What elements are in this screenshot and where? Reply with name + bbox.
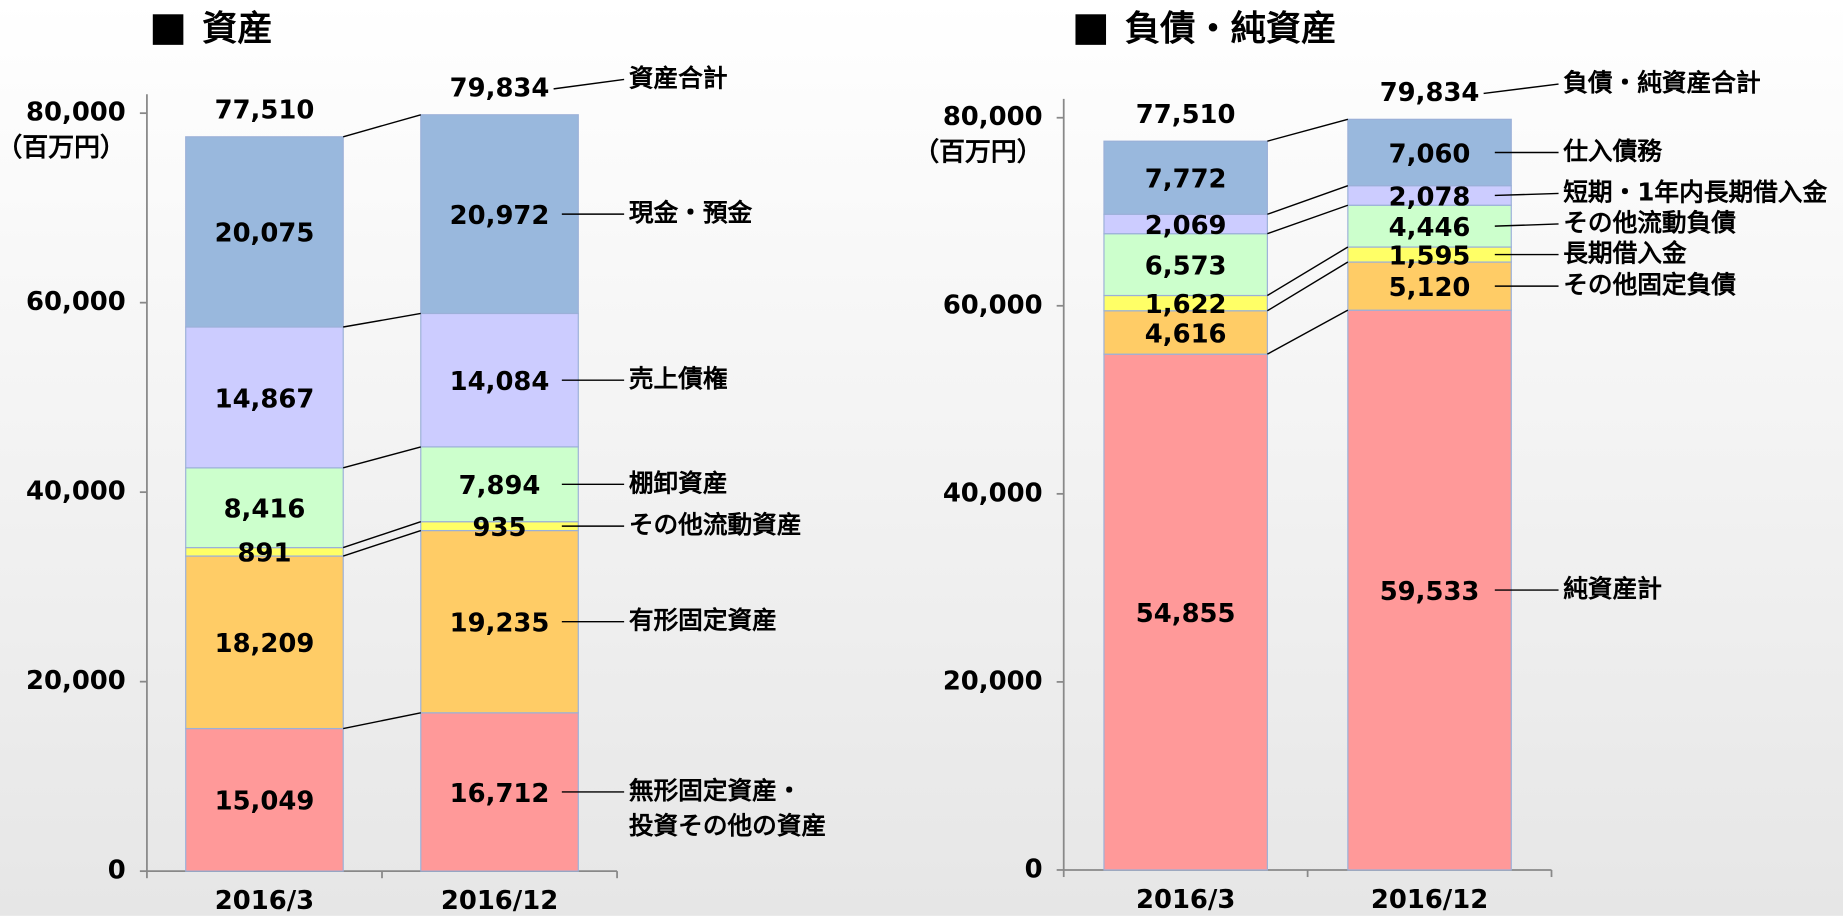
series-name: 純資産計 [1563, 574, 1662, 603]
x-tick-label: 2016/12 [1371, 885, 1488, 915]
title-square [152, 14, 184, 45]
bar-segment [1347, 261, 1512, 311]
series-name: 負債・純資産合計 [1563, 68, 1761, 97]
value-label: 7,894 [459, 471, 541, 501]
leader-line [1483, 83, 1559, 95]
title-square [1075, 14, 1107, 45]
value-label: 14,084 [450, 367, 550, 397]
series-name: 有形固定資産 [629, 606, 777, 635]
bar-segment [1347, 204, 1512, 248]
leader-line [1494, 192, 1559, 197]
y-tick-label: 0 [108, 856, 126, 886]
value-label: 2,069 [1145, 211, 1227, 241]
total-label: 77,510 [215, 95, 315, 125]
connector [1267, 246, 1349, 297]
connector [1267, 261, 1349, 312]
y-unit: （百万円） [913, 137, 1042, 167]
value-label: 5,120 [1389, 273, 1471, 303]
series-name-line: 投資その他の資産 [629, 811, 826, 840]
value-label: 1,622 [1145, 290, 1227, 320]
chart-title: 資産 [202, 9, 273, 50]
connector [342, 521, 422, 549]
x-tick-label: 2016/3 [1136, 885, 1235, 915]
value-label: 14,867 [215, 384, 315, 414]
y-tick-label: 60,000 [943, 290, 1043, 320]
value-label: 935 [473, 513, 527, 543]
connector [1267, 309, 1349, 355]
series-name: その他流動資産 [629, 510, 802, 539]
series-name: 長期借入金 [1563, 239, 1687, 268]
bar-segment [420, 446, 579, 523]
value-label: 1,595 [1389, 241, 1471, 271]
value-label: 18,209 [215, 629, 315, 659]
value-label: 7,772 [1145, 165, 1227, 195]
connector [343, 712, 421, 730]
series-name-line: 無形固定資産・ [629, 776, 802, 805]
bar-segment [185, 467, 344, 549]
leader-line [553, 78, 625, 90]
value-label: 15,049 [215, 787, 315, 817]
value-label: 20,075 [215, 219, 315, 249]
x-tick-label: 2016/12 [441, 886, 558, 916]
series-name: 棚卸資産 [629, 468, 728, 497]
series-name: 現金・預金 [629, 198, 753, 227]
total-label: 77,510 [1136, 100, 1236, 130]
y-tick-label: 80,000 [26, 98, 126, 128]
y-tick-label: 20,000 [943, 666, 1043, 696]
bar-segment [1347, 309, 1512, 871]
y-tick-label: 60,000 [26, 287, 126, 317]
series-name: 無形固定資産・投資その他の資産 [629, 776, 826, 840]
y-tick-label: 0 [1025, 854, 1043, 884]
y-tick-label: 80,000 [943, 102, 1043, 132]
bar-segment [185, 326, 344, 469]
bar-segment [420, 114, 579, 315]
bar-segment [185, 136, 344, 328]
y-tick-label: 20,000 [26, 666, 126, 696]
connector [342, 529, 422, 557]
value-label: 19,235 [450, 609, 550, 639]
bar-segment [420, 529, 579, 714]
bar-segment [1103, 353, 1268, 871]
total-label: 79,834 [450, 73, 550, 103]
bar-segment [1103, 140, 1268, 215]
value-label: 2,078 [1389, 182, 1471, 212]
value-label: 891 [237, 539, 291, 569]
bar-segment [420, 712, 579, 872]
y-unit: （百万円） [0, 133, 126, 163]
series-name: その他流動負債 [1563, 208, 1736, 237]
bar-segment [1347, 118, 1512, 187]
value-label: 54,855 [1136, 599, 1236, 629]
value-label: 8,416 [224, 495, 306, 525]
value-label: 4,616 [1145, 319, 1227, 349]
y-tick-label: 40,000 [943, 478, 1043, 508]
y-tick-label: 40,000 [26, 477, 126, 507]
value-label: 4,446 [1389, 213, 1471, 243]
leader-line [1494, 223, 1559, 227]
value-label: 20,972 [450, 201, 550, 231]
connector [1267, 204, 1349, 235]
bar-segment [185, 555, 344, 730]
value-label: 59,533 [1380, 577, 1480, 607]
chart-title: 負債・純資産 [1125, 9, 1336, 50]
series-name: 資産合計 [629, 63, 728, 92]
series-name: 仕入債務 [1562, 136, 1663, 165]
total-label: 79,834 [1380, 78, 1480, 108]
bar-segment [185, 727, 344, 872]
series-name: その他固定負債 [1563, 270, 1736, 299]
connector [343, 312, 421, 328]
value-label: 16,712 [450, 779, 550, 809]
value-label: 7,060 [1389, 139, 1471, 169]
connector [343, 114, 421, 138]
series-name: 短期・1年内長期借入金 [1563, 177, 1827, 206]
x-tick-label: 2016/3 [215, 886, 314, 916]
value-label: 6,573 [1145, 251, 1227, 281]
connector [343, 446, 421, 469]
bar-segment [1103, 310, 1268, 355]
connector [1267, 118, 1349, 142]
connector [1267, 185, 1349, 215]
bar-segment [1103, 233, 1268, 297]
series-name: 売上債権 [629, 364, 728, 393]
